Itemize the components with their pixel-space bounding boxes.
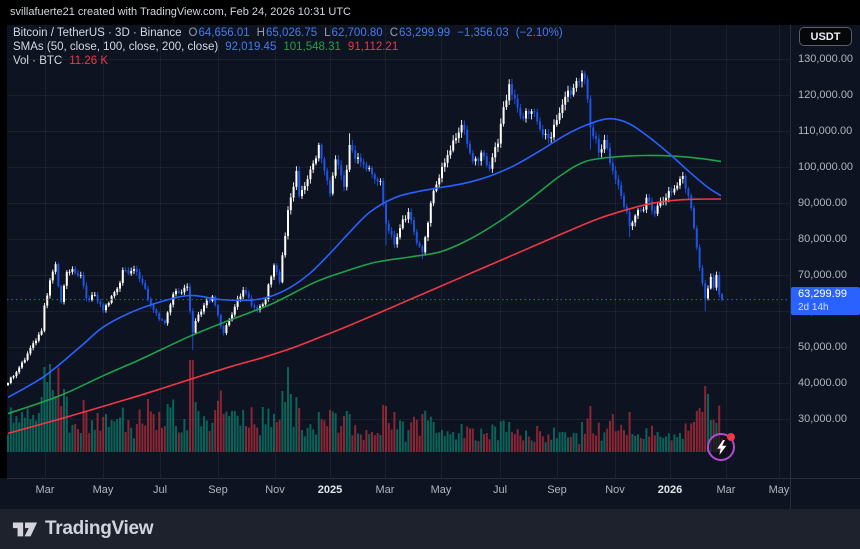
tradingview-logo-text: TradingView bbox=[45, 518, 154, 539]
sma50-value: 92,019.45 bbox=[225, 41, 277, 53]
currency-toggle-button[interactable]: USDT bbox=[799, 27, 852, 46]
price-tick: 120,000.00 bbox=[798, 89, 854, 101]
sma200-value: 91,112.21 bbox=[347, 41, 399, 53]
footer-bar: TradingView bbox=[0, 509, 860, 549]
attribution-bar: svillafuerte21 created with TradingView.… bbox=[0, 0, 860, 25]
time-tick: Sep bbox=[547, 484, 567, 496]
last-price-label: 63,299.99 2d 14h bbox=[791, 287, 860, 315]
sma100-value: 101,548.31 bbox=[283, 41, 341, 53]
volume-indicator-title[interactable]: Vol · BTC bbox=[13, 55, 63, 67]
tradingview-logo[interactable]: TradingView bbox=[12, 516, 154, 542]
change-percent: (−2.10%) bbox=[515, 27, 563, 39]
tradingview-logo-icon bbox=[12, 522, 38, 537]
price-tick: 40,000.00 bbox=[798, 377, 847, 389]
time-axis[interactable]: Mar May Jul Sep Nov 2025 Mar May Jul Sep Nov 2026 Ma… bbox=[7, 478, 790, 509]
price-tick: 100,000.00 bbox=[798, 161, 854, 173]
bar-countdown: 2d 14h bbox=[798, 302, 829, 313]
time-tick: Jul bbox=[152, 484, 168, 496]
change-value: −1,356.03 bbox=[457, 27, 509, 39]
chart-legend: Bitcoin / TetherUS · 3D · Binance O 64,65… bbox=[13, 26, 563, 68]
time-tick: May bbox=[430, 484, 452, 496]
time-tick: 2025 bbox=[317, 484, 343, 496]
sma-indicator-title[interactable]: SMAs (50, close, 100, close, 200, close) bbox=[13, 41, 219, 53]
notification-dot bbox=[727, 433, 735, 441]
symbol-title[interactable]: Bitcoin / TetherUS · 3D · Binance bbox=[13, 27, 182, 39]
time-tick: Mar bbox=[716, 484, 736, 496]
time-tick: May bbox=[92, 484, 114, 496]
volume-legend-row[interactable]: Vol · BTC 11.26 K bbox=[13, 54, 563, 68]
close-value: C 63,299.99 bbox=[389, 27, 451, 39]
price-tick: 90,000.00 bbox=[798, 197, 847, 209]
time-tick: Nov bbox=[265, 484, 285, 496]
price-tick: 80,000.00 bbox=[798, 233, 847, 245]
time-tick: Mar bbox=[375, 484, 395, 496]
price-axis[interactable]: 130,000.00 120,000.00 110,000.00 100,000.00… bbox=[791, 25, 860, 478]
flash-button[interactable] bbox=[707, 433, 735, 461]
volume-value: 11.26 K bbox=[69, 55, 109, 67]
time-tick: Mar bbox=[35, 484, 55, 496]
time-tick: Jul bbox=[492, 484, 508, 496]
price-tick: 50,000.00 bbox=[798, 341, 847, 353]
attribution-text: svillafuerte21 created with TradingView.… bbox=[10, 6, 351, 18]
time-tick: 2026 bbox=[657, 484, 683, 496]
price-tick: 70,000.00 bbox=[798, 269, 847, 281]
last-price-value: 63,299.99 bbox=[798, 288, 847, 300]
symbol-legend-row[interactable]: Bitcoin / TetherUS · 3D · Binance O 64,65… bbox=[13, 26, 563, 40]
price-tick: 30,000.00 bbox=[798, 413, 847, 425]
open-value: O 64,656.01 bbox=[188, 27, 250, 39]
low-value: L 62,700.80 bbox=[324, 27, 383, 39]
price-tick: 130,000.00 bbox=[798, 53, 854, 65]
high-value: H 65,026.75 bbox=[256, 27, 318, 39]
lightning-icon bbox=[716, 439, 726, 455]
time-tick: May bbox=[768, 484, 790, 496]
sma-legend-row[interactable]: SMAs (50, close, 100, close, 200, close)… bbox=[13, 40, 563, 54]
time-tick: Sep bbox=[208, 484, 228, 496]
time-tick: Nov bbox=[605, 484, 625, 496]
price-tick: 110,000.00 bbox=[798, 125, 853, 137]
